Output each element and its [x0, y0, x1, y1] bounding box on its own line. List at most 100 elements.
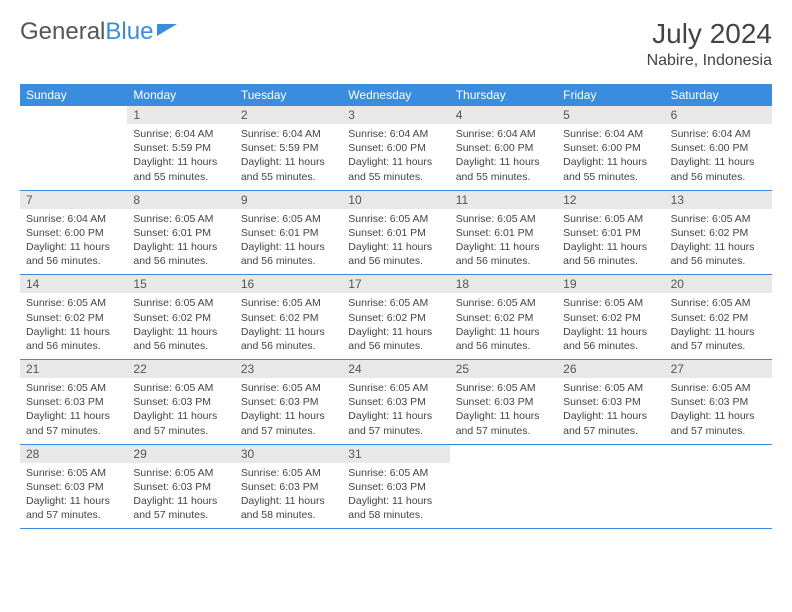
- location-label: Nabire, Indonesia: [647, 52, 772, 70]
- day-number: 25: [450, 360, 557, 378]
- day-cell: 5Sunrise: 6:04 AMSunset: 6:00 PMDaylight…: [557, 106, 664, 190]
- sunset-text: Sunset: 6:00 PM: [671, 141, 766, 155]
- sunrise-text: Sunrise: 6:05 AM: [563, 212, 658, 226]
- day-number: 22: [127, 360, 234, 378]
- day-number: 31: [342, 445, 449, 463]
- day-details: Sunrise: 6:05 AMSunset: 6:01 PMDaylight:…: [342, 209, 449, 275]
- sunrise-text: Sunrise: 6:04 AM: [133, 127, 228, 141]
- day-cell: 25Sunrise: 6:05 AMSunset: 6:03 PMDayligh…: [450, 360, 557, 444]
- day-cell: 31Sunrise: 6:05 AMSunset: 6:03 PMDayligh…: [342, 445, 449, 529]
- day-cell: 13Sunrise: 6:05 AMSunset: 6:02 PMDayligh…: [665, 191, 772, 275]
- day-details: Sunrise: 6:05 AMSunset: 6:03 PMDaylight:…: [20, 378, 127, 444]
- daylight-text: Daylight: 11 hours and 56 minutes.: [671, 240, 766, 268]
- sunset-text: Sunset: 5:59 PM: [133, 141, 228, 155]
- daylight-text: Daylight: 11 hours and 56 minutes.: [133, 325, 228, 353]
- daylight-text: Daylight: 11 hours and 55 minutes.: [563, 155, 658, 183]
- daylight-text: Daylight: 11 hours and 56 minutes.: [456, 240, 551, 268]
- day-cell: [20, 106, 127, 190]
- day-number: 29: [127, 445, 234, 463]
- sunset-text: Sunset: 6:03 PM: [26, 395, 121, 409]
- sunset-text: Sunset: 6:03 PM: [241, 480, 336, 494]
- day-details: Sunrise: 6:05 AMSunset: 6:02 PMDaylight:…: [665, 293, 772, 359]
- day-number: 30: [235, 445, 342, 463]
- sunset-text: Sunset: 6:03 PM: [456, 395, 551, 409]
- day-number: 21: [20, 360, 127, 378]
- daylight-text: Daylight: 11 hours and 57 minutes.: [133, 494, 228, 522]
- day-details: Sunrise: 6:05 AMSunset: 6:03 PMDaylight:…: [665, 378, 772, 444]
- daylight-text: Daylight: 11 hours and 56 minutes.: [241, 240, 336, 268]
- sunrise-text: Sunrise: 6:05 AM: [241, 212, 336, 226]
- sunset-text: Sunset: 6:03 PM: [133, 480, 228, 494]
- week-row: 21Sunrise: 6:05 AMSunset: 6:03 PMDayligh…: [20, 360, 772, 445]
- sunset-text: Sunset: 6:00 PM: [456, 141, 551, 155]
- daylight-text: Daylight: 11 hours and 56 minutes.: [241, 325, 336, 353]
- week-row: 1Sunrise: 6:04 AMSunset: 5:59 PMDaylight…: [20, 106, 772, 191]
- day-number: 9: [235, 191, 342, 209]
- day-details: Sunrise: 6:05 AMSunset: 6:02 PMDaylight:…: [20, 293, 127, 359]
- sunset-text: Sunset: 6:02 PM: [133, 311, 228, 325]
- sunrise-text: Sunrise: 6:05 AM: [563, 381, 658, 395]
- sunset-text: Sunset: 6:00 PM: [563, 141, 658, 155]
- day-cell: 29Sunrise: 6:05 AMSunset: 6:03 PMDayligh…: [127, 445, 234, 529]
- daylight-text: Daylight: 11 hours and 56 minutes.: [26, 240, 121, 268]
- sunrise-text: Sunrise: 6:05 AM: [241, 466, 336, 480]
- sunset-text: Sunset: 6:02 PM: [241, 311, 336, 325]
- sunrise-text: Sunrise: 6:05 AM: [133, 212, 228, 226]
- daylight-text: Daylight: 11 hours and 56 minutes.: [563, 325, 658, 353]
- daylight-text: Daylight: 11 hours and 58 minutes.: [241, 494, 336, 522]
- sunset-text: Sunset: 6:01 PM: [456, 226, 551, 240]
- day-cell: 30 Sunrise: 6:05 AMSunset: 6:03 PMDayligh…: [235, 445, 342, 529]
- sunrise-text: Sunrise: 6:05 AM: [671, 381, 766, 395]
- day-details: Sunrise: 6:05 AMSunset: 6:03 PMDaylight:…: [342, 463, 449, 529]
- daylight-text: Daylight: 11 hours and 56 minutes.: [348, 240, 443, 268]
- day-details: Sunrise: 6:05 AMSunset: 6:02 PMDaylight:…: [557, 293, 664, 359]
- day-details: Sunrise: 6:05 AMSunset: 6:03 PMDaylight:…: [450, 378, 557, 444]
- sunrise-text: Sunrise: 6:05 AM: [348, 381, 443, 395]
- weekday-saturday: Saturday: [665, 84, 772, 106]
- daylight-text: Daylight: 11 hours and 57 minutes.: [456, 409, 551, 437]
- sunrise-text: Sunrise: 6:05 AM: [348, 212, 443, 226]
- day-number: 24: [342, 360, 449, 378]
- day-cell: 17Sunrise: 6:05 AMSunset: 6:02 PMDayligh…: [342, 275, 449, 359]
- daylight-text: Daylight: 11 hours and 57 minutes.: [671, 325, 766, 353]
- day-details: Sunrise: 6:05 AMSunset: 6:03 PMDaylight:…: [127, 378, 234, 444]
- daylight-text: Daylight: 11 hours and 55 minutes.: [133, 155, 228, 183]
- day-details: Sunrise: 6:04 AMSunset: 6:00 PMDaylight:…: [450, 124, 557, 190]
- day-number: 17: [342, 275, 449, 293]
- sunset-text: Sunset: 6:02 PM: [348, 311, 443, 325]
- header: GeneralBlue July 2024 Nabire, Indonesia: [20, 18, 772, 70]
- day-number: 20: [665, 275, 772, 293]
- sunrise-text: Sunrise: 6:04 AM: [26, 212, 121, 226]
- sunrise-text: Sunrise: 6:04 AM: [563, 127, 658, 141]
- sunrise-text: Sunrise: 6:05 AM: [456, 296, 551, 310]
- sunset-text: Sunset: 5:59 PM: [241, 141, 336, 155]
- sunset-text: Sunset: 6:03 PM: [26, 480, 121, 494]
- day-details: Sunrise: 6:04 AMSunset: 6:00 PMDaylight:…: [557, 124, 664, 190]
- day-cell: 7 Sunrise: 6:04 AMSunset: 6:00 PMDaylight…: [20, 191, 127, 275]
- daylight-text: Daylight: 11 hours and 56 minutes.: [348, 325, 443, 353]
- logo-text-general: General: [20, 18, 105, 46]
- day-number: 5: [557, 106, 664, 124]
- sunset-text: Sunset: 6:00 PM: [26, 226, 121, 240]
- day-cell: 12Sunrise: 6:05 AMSunset: 6:01 PMDayligh…: [557, 191, 664, 275]
- daylight-text: Daylight: 11 hours and 56 minutes.: [563, 240, 658, 268]
- sunrise-text: Sunrise: 6:04 AM: [456, 127, 551, 141]
- day-cell: 22Sunrise: 6:05 AMSunset: 6:03 PMDayligh…: [127, 360, 234, 444]
- day-number: 26: [557, 360, 664, 378]
- sunrise-text: Sunrise: 6:05 AM: [133, 381, 228, 395]
- day-number: 12: [557, 191, 664, 209]
- sunrise-text: Sunrise: 6:05 AM: [456, 212, 551, 226]
- logo-text-blue: Blue: [105, 18, 153, 46]
- day-cell: 1Sunrise: 6:04 AMSunset: 5:59 PMDaylight…: [127, 106, 234, 190]
- day-cell: 9Sunrise: 6:05 AMSunset: 6:01 PMDaylight…: [235, 191, 342, 275]
- day-number: 7: [20, 191, 127, 209]
- day-details: Sunrise: 6:05 AMSunset: 6:02 PMDaylight:…: [665, 209, 772, 275]
- week-row: 7Sunrise: 6:04 AMSunset: 6:00 PMDaylight…: [20, 191, 772, 276]
- day-details: Sunrise: 6:05 AMSunset: 6:01 PMDaylight:…: [557, 209, 664, 275]
- day-details: Sunrise: 6:04 AMSunset: 6:00 PMDaylight:…: [665, 124, 772, 190]
- day-cell: 10Sunrise: 6:05 AMSunset: 6:01 PMDayligh…: [342, 191, 449, 275]
- day-details: Sunrise: 6:05 AMSunset: 6:02 PMDaylight:…: [127, 293, 234, 359]
- daylight-text: Daylight: 11 hours and 57 minutes.: [26, 494, 121, 522]
- sunrise-text: Sunrise: 6:05 AM: [241, 381, 336, 395]
- day-details: Sunrise: 6:05 AMSunset: 6:03 PMDaylight:…: [20, 463, 127, 529]
